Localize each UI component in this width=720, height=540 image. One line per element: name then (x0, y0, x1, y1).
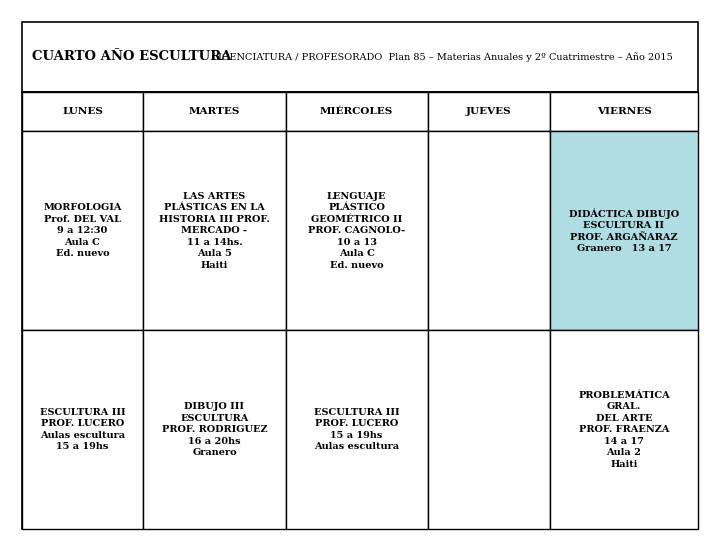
Bar (549, 330, 698, 529)
Bar (143, 330, 286, 529)
Bar (286, 330, 428, 529)
Text: VIERNES: VIERNES (597, 107, 652, 116)
Bar (22, 330, 143, 529)
Bar (286, 92, 428, 131)
Text: DIBUJO III
ESCULTURA
PROF. RODRIGUEZ
16 a 20hs
Granero: DIBUJO III ESCULTURA PROF. RODRIGUEZ 16 … (162, 402, 267, 457)
Bar (22, 131, 143, 330)
Bar (143, 131, 286, 330)
Text: JUEVES: JUEVES (466, 107, 511, 116)
Text: ESCULTURA III
PROF. LUCERO
Aulas escultura
15 a 19hs: ESCULTURA III PROF. LUCERO Aulas escultu… (40, 408, 125, 451)
Bar (22, 92, 143, 131)
Text: PROBLEMÁTICA
GRAL.
DEL ARTE
PROF. FRAENZA
14 a 17
Aula 2
Haiti: PROBLEMÁTICA GRAL. DEL ARTE PROF. FRAENZ… (578, 391, 670, 469)
Text: ESCULTURA III
PROF. LUCERO
15 a 19hs
Aulas escultura: ESCULTURA III PROF. LUCERO 15 a 19hs Aul… (314, 408, 400, 451)
Bar (286, 131, 428, 330)
Bar (143, 92, 286, 131)
Text: LENGUAJE
PLÁSTICO
GEOMÉTRICO II
PROF. CAGNOLO-
10 a 13
Aula C
Ed. nuevo: LENGUAJE PLÁSTICO GEOMÉTRICO II PROF. CA… (308, 192, 405, 269)
Text: LICENCIATURA / PROFESORADO  Plan 85 – Materias Anuales y 2º Cuatrimestre – Año 2: LICENCIATURA / PROFESORADO Plan 85 – Mat… (202, 52, 672, 62)
Bar (428, 92, 549, 131)
Text: LUNES: LUNES (62, 107, 103, 116)
Bar (22, 22, 698, 92)
Bar (428, 131, 549, 330)
Bar (22, 92, 698, 529)
Text: CUARTO AÑO ESCULTURA: CUARTO AÑO ESCULTURA (32, 50, 232, 63)
Text: MARTES: MARTES (189, 107, 240, 116)
Bar (549, 92, 698, 131)
Text: MIÉRCOLES: MIÉRCOLES (320, 107, 393, 116)
Bar (428, 330, 549, 529)
Bar (549, 131, 698, 330)
Text: LAS ARTES
PLÁSTICAS EN LA
HISTORIA III PROF.
MERCADO -
11 a 14hs.
Aula 5
Haiti: LAS ARTES PLÁSTICAS EN LA HISTORIA III P… (159, 192, 270, 269)
Text: DIDÁCTICA DIBUJO
ESCULTURA II
PROF. ARGAÑARAZ
Granero   13 a 17: DIDÁCTICA DIBUJO ESCULTURA II PROF. ARGA… (569, 208, 679, 253)
Text: MORFOLOGIA
Prof. DEL VAL
9 a 12:30
Aula C
Ed. nuevo: MORFOLOGIA Prof. DEL VAL 9 a 12:30 Aula … (43, 203, 122, 258)
